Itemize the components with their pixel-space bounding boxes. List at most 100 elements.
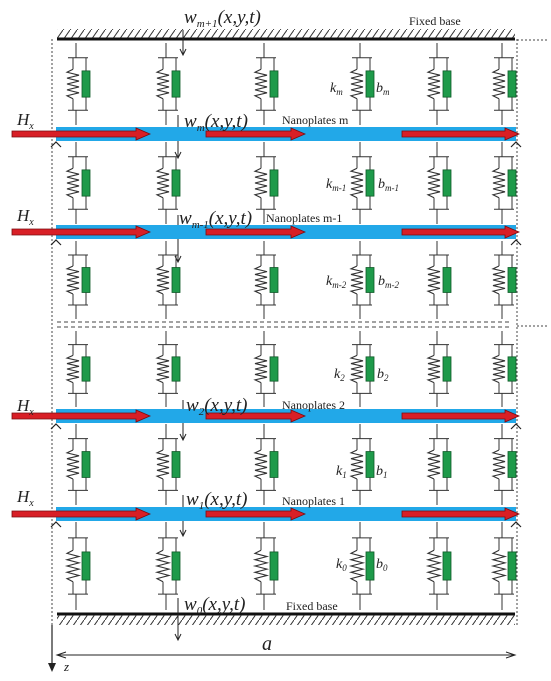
- damper-body: [365, 356, 375, 382]
- kelvin-voigt-element: [253, 43, 279, 125]
- kelvin-voigt-element: [65, 142, 91, 224]
- field-arrow: [401, 507, 521, 521]
- spring-coil: [65, 265, 80, 295]
- damping-label-m-2: bm-2: [378, 274, 399, 290]
- kelvin-voigt-element: [65, 424, 91, 505]
- kelvin-voigt-element: [426, 142, 452, 224]
- spring-coil: [155, 354, 170, 384]
- spring-coil: [253, 354, 268, 384]
- spring-coil: [253, 449, 268, 480]
- stiffness-label-0: k0: [336, 557, 347, 573]
- damper-body: [81, 169, 91, 197]
- plate-support: [510, 239, 522, 246]
- spring-coil: [490, 549, 508, 583]
- field-arrow: [205, 225, 307, 239]
- spring-damper-layer: [65, 241, 517, 319]
- spring-coil: [349, 354, 364, 384]
- damping-label-2: b2: [377, 367, 389, 383]
- damper-body: [269, 267, 279, 293]
- field-arrow: [205, 409, 307, 423]
- kelvin-voigt-element: [253, 424, 279, 505]
- kelvin-voigt-element: [425, 522, 452, 610]
- spring-coil: [426, 167, 441, 199]
- plate-support: [50, 521, 62, 528]
- kelvin-voigt-element: [155, 424, 181, 505]
- spring-coil: [253, 68, 268, 100]
- plate-support: [510, 521, 522, 528]
- spring-coil: [349, 68, 364, 100]
- field-arrow: [11, 507, 152, 521]
- width-dimension-right-head: [505, 651, 517, 659]
- kelvin-voigt-element: [348, 522, 375, 610]
- displacement-arrow-head: [179, 433, 187, 442]
- kelvin-voigt-element: [155, 142, 181, 224]
- stiffness-label-2: k2: [334, 367, 345, 383]
- damper-body: [365, 451, 375, 478]
- kelvin-voigt-element: [64, 522, 91, 610]
- z-axis-head: [48, 663, 56, 672]
- field-label-plate-1: Hx: [16, 487, 34, 509]
- field-arrow: [401, 225, 521, 239]
- nanoplate: [11, 507, 522, 528]
- kelvin-voigt-element: [349, 424, 375, 505]
- damper-body: [442, 267, 452, 293]
- spring-coil: [491, 354, 506, 384]
- kelvin-voigt-element: [426, 241, 452, 319]
- field-label-plate-2: Hx: [16, 396, 34, 418]
- kelvin-voigt-element: [253, 241, 279, 319]
- spring-damper-layers: [64, 43, 517, 610]
- spring-coil: [349, 167, 364, 199]
- nanoplates: [11, 127, 522, 528]
- displacement-arrow-head: [174, 633, 182, 642]
- damper-body: [269, 169, 279, 197]
- damping-label-m-1: bm-1: [378, 177, 399, 193]
- kelvin-voigt-element: [155, 331, 181, 407]
- plate-support: [510, 141, 522, 148]
- plate-m-1-name: Nanoplates m-1: [266, 211, 342, 225]
- spring-damper-layer: [65, 331, 517, 407]
- kelvin-voigt-element: [349, 43, 375, 125]
- damper-body: [442, 356, 452, 382]
- plate-support: [50, 239, 62, 246]
- spring-coil: [426, 449, 441, 480]
- field-arrow: [205, 127, 307, 141]
- kelvin-voigt-element: [65, 331, 91, 407]
- spring-coil: [253, 265, 268, 295]
- kelvin-voigt-element: [490, 522, 517, 610]
- top-fixed-base-label: Fixed base: [409, 14, 461, 28]
- damper-body: [442, 169, 452, 197]
- damper-body: [442, 551, 452, 581]
- top-base-hatch: [57, 29, 515, 39]
- field-arrow: [11, 225, 152, 239]
- damper-body: [269, 451, 279, 478]
- damper-body: [442, 70, 452, 98]
- plate-support: [50, 141, 62, 148]
- spring-coil: [155, 167, 170, 199]
- field-label-plate-m-1: Hx: [16, 206, 34, 228]
- spring-damper-layer: [65, 142, 517, 224]
- kelvin-voigt-element: [426, 43, 452, 125]
- kelvin-voigt-element: [491, 241, 517, 319]
- bottom-fixed-base-label: Fixed base: [286, 599, 338, 613]
- kelvin-voigt-element: [65, 43, 91, 125]
- spring-coil: [349, 265, 364, 295]
- damper-body: [269, 356, 279, 382]
- kelvin-voigt-element: [491, 142, 517, 224]
- spring-coil: [426, 68, 441, 100]
- kelvin-voigt-element: [491, 424, 517, 505]
- spring-coil: [491, 68, 506, 100]
- damper-body: [507, 356, 517, 382]
- damper-body: [365, 267, 375, 293]
- top-displacement-label: wm+1(x,y,t): [184, 7, 261, 30]
- field-arrow: [205, 507, 307, 521]
- kelvin-voigt-element: [349, 241, 375, 319]
- kelvin-voigt-element: [155, 241, 181, 319]
- spring-coil: [491, 265, 506, 295]
- field-arrow: [11, 127, 152, 141]
- spring-coil: [425, 549, 443, 583]
- damper-body: [171, 169, 181, 197]
- damper-body: [171, 70, 181, 98]
- damper-body: [81, 70, 91, 98]
- kelvin-voigt-element: [155, 43, 181, 125]
